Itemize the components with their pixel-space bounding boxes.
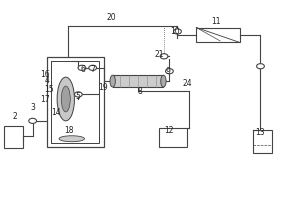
Circle shape	[174, 29, 182, 34]
Text: 19: 19	[98, 83, 108, 92]
Text: 4: 4	[44, 76, 50, 85]
Text: 7: 7	[91, 65, 96, 74]
Text: 14: 14	[51, 108, 61, 117]
Ellipse shape	[110, 75, 116, 87]
Bar	[159, 128, 187, 147]
Text: 24: 24	[182, 79, 192, 88]
Bar	[47, 57, 104, 147]
Circle shape	[74, 92, 82, 97]
Circle shape	[160, 54, 168, 59]
Text: 2: 2	[13, 112, 17, 121]
Bar	[253, 130, 272, 153]
Ellipse shape	[57, 77, 74, 121]
Text: 18: 18	[64, 126, 74, 135]
Text: 3: 3	[31, 103, 35, 112]
Ellipse shape	[161, 75, 166, 87]
Bar	[4, 126, 23, 148]
Bar	[113, 75, 164, 87]
Circle shape	[29, 118, 37, 123]
Circle shape	[78, 65, 86, 70]
Text: 11: 11	[211, 17, 220, 26]
Text: 16: 16	[40, 70, 50, 79]
Text: 13: 13	[256, 128, 265, 137]
Ellipse shape	[59, 136, 85, 142]
Text: 12: 12	[165, 126, 174, 135]
Text: 9: 9	[166, 67, 170, 76]
Circle shape	[256, 64, 264, 69]
Ellipse shape	[61, 86, 70, 112]
Text: 6: 6	[80, 65, 85, 74]
Text: 5: 5	[75, 92, 80, 101]
Text: 15: 15	[45, 85, 54, 94]
Circle shape	[89, 65, 97, 70]
Text: 10: 10	[171, 27, 180, 36]
Text: 17: 17	[40, 95, 50, 104]
Text: 21: 21	[154, 50, 164, 59]
Text: 20: 20	[106, 13, 116, 22]
Circle shape	[166, 69, 173, 74]
Bar	[51, 61, 99, 143]
Bar	[196, 28, 240, 42]
Text: 8: 8	[137, 87, 142, 96]
